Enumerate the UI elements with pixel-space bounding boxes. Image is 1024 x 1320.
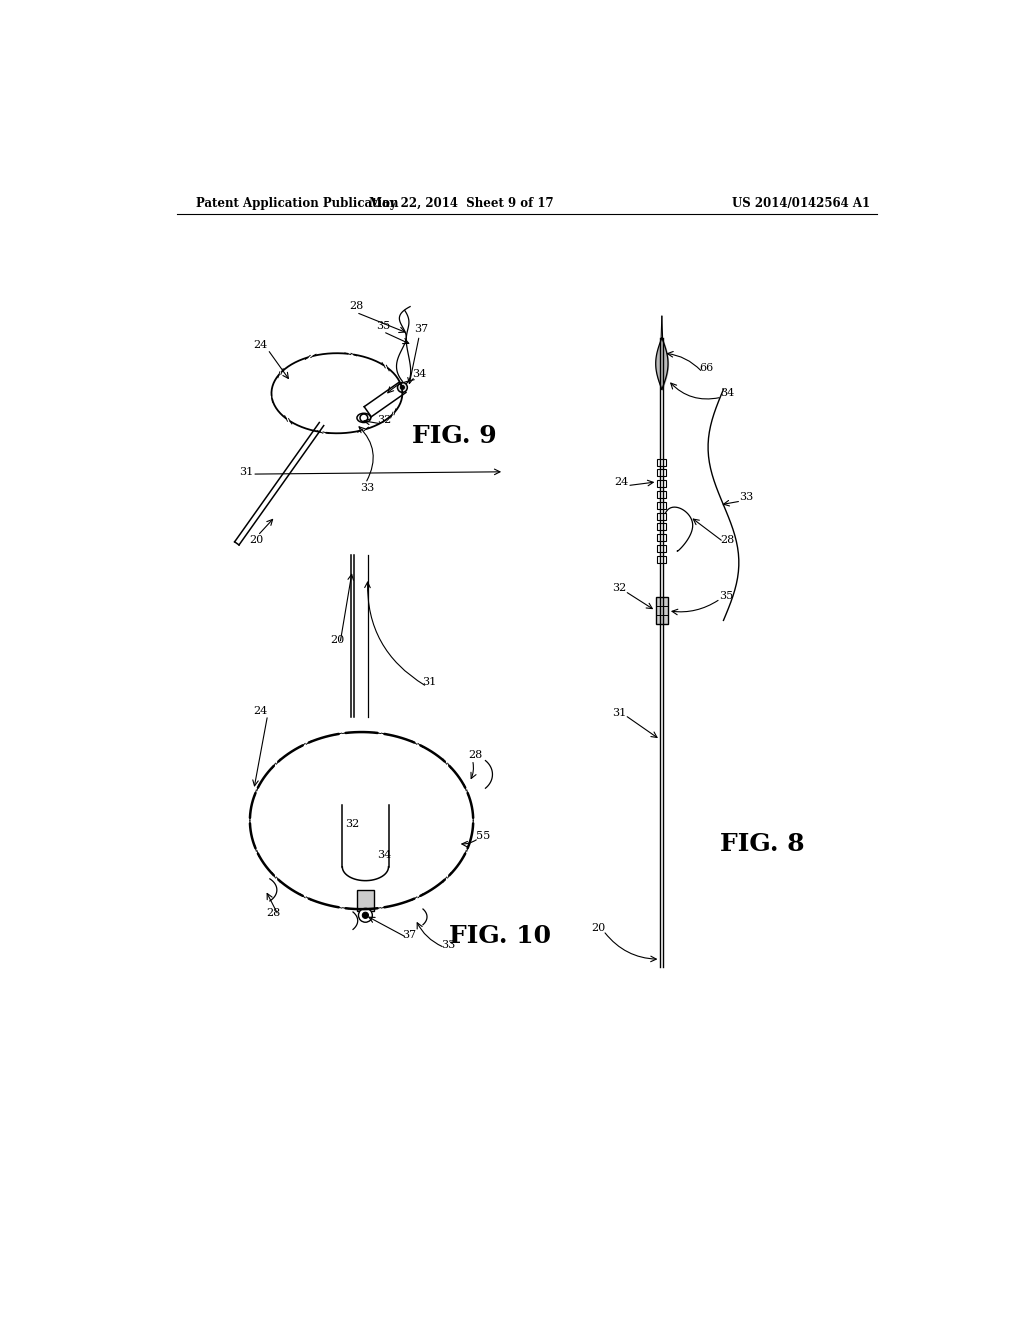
- Circle shape: [397, 383, 408, 392]
- Text: 34: 34: [720, 388, 734, 399]
- Text: 37: 37: [402, 929, 417, 940]
- Text: 33: 33: [360, 483, 375, 492]
- Text: 32: 32: [345, 820, 359, 829]
- Text: US 2014/0142564 A1: US 2014/0142564 A1: [731, 197, 869, 210]
- Bar: [657, 502, 667, 508]
- Text: FIG. 8: FIG. 8: [720, 832, 804, 855]
- Text: 32: 32: [378, 416, 392, 425]
- Text: 33: 33: [440, 940, 455, 950]
- Text: Patent Application Publication: Patent Application Publication: [196, 197, 398, 210]
- Bar: [655, 597, 668, 624]
- Text: 20: 20: [330, 635, 344, 644]
- Text: 20: 20: [592, 924, 606, 933]
- Text: 35: 35: [376, 321, 390, 331]
- Circle shape: [360, 414, 368, 422]
- Text: 28: 28: [468, 750, 482, 760]
- Text: 66: 66: [699, 363, 714, 372]
- Text: 24: 24: [253, 339, 267, 350]
- Text: 28: 28: [266, 908, 281, 917]
- Text: May 22, 2014  Sheet 9 of 17: May 22, 2014 Sheet 9 of 17: [370, 197, 554, 210]
- Circle shape: [362, 912, 369, 919]
- Bar: [657, 491, 667, 498]
- Text: 28: 28: [349, 301, 364, 312]
- Bar: [657, 512, 667, 520]
- Text: 31: 31: [239, 467, 253, 477]
- Bar: [657, 545, 667, 552]
- Text: 34: 34: [413, 370, 426, 379]
- Text: 31: 31: [612, 708, 627, 718]
- Bar: [657, 470, 667, 477]
- Bar: [357, 890, 374, 911]
- Text: 24: 24: [614, 477, 629, 487]
- Bar: [657, 556, 667, 562]
- Bar: [657, 535, 667, 541]
- Text: 31: 31: [422, 677, 436, 686]
- Text: 28: 28: [720, 535, 734, 545]
- Bar: [657, 524, 667, 531]
- Circle shape: [358, 908, 373, 923]
- Circle shape: [400, 385, 404, 389]
- Text: 37: 37: [415, 325, 429, 334]
- Text: 34: 34: [378, 850, 392, 861]
- Text: 35: 35: [719, 591, 733, 601]
- Text: FIG. 10: FIG. 10: [450, 924, 551, 948]
- Text: FIG. 9: FIG. 9: [412, 424, 497, 447]
- Text: 24: 24: [253, 706, 267, 717]
- Ellipse shape: [357, 413, 371, 422]
- Text: 32: 32: [612, 583, 627, 593]
- Bar: [657, 459, 667, 466]
- Text: 33: 33: [739, 492, 754, 502]
- Text: 55: 55: [476, 832, 490, 841]
- Text: 20: 20: [249, 535, 263, 545]
- Bar: [657, 480, 667, 487]
